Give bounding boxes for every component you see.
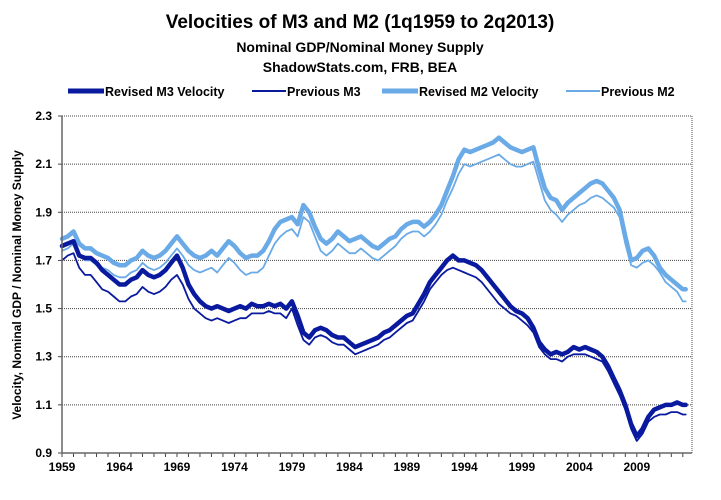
y-axis-title: Velocity, Nominal GDP / Nominal Money Su… bbox=[10, 150, 24, 420]
x-tick-label: 2009 bbox=[623, 460, 650, 474]
line-previous-m3 bbox=[61, 252, 687, 442]
chart-title: Velocities of M3 and M2 (1q1959 to 2q201… bbox=[166, 12, 555, 33]
y-tick-label: 1.5 bbox=[35, 302, 52, 316]
chart-subtitle-1: Nominal GDP/Nominal Money Supply bbox=[236, 39, 484, 55]
x-tick-label: 1994 bbox=[451, 460, 478, 474]
x-tick-label: 1999 bbox=[509, 460, 536, 474]
x-tick-label: 1969 bbox=[164, 460, 191, 474]
line-revised-m2-velocity bbox=[59, 135, 688, 292]
gridlines bbox=[62, 115, 692, 406]
y-tick-label: 0.9 bbox=[35, 446, 52, 460]
legend-label-previous-m2: Previous M2 bbox=[601, 85, 675, 99]
x-tick-label: 1964 bbox=[106, 460, 133, 474]
line-previous-m2 bbox=[61, 153, 687, 303]
chart-subtitle-2: ShadowStats.com, FRB, BEA bbox=[263, 59, 457, 75]
legend-item-revised-m3: Revised M3 Velocity bbox=[68, 85, 225, 99]
y-tick-label: 1.7 bbox=[35, 253, 52, 267]
legend-item-previous-m3: Previous M3 bbox=[252, 85, 361, 99]
x-tick-label: 1989 bbox=[394, 460, 421, 474]
legend-label-previous-m3: Previous M3 bbox=[287, 85, 361, 99]
y-axis-ticks: 0.9 1.1 1.3 1.5 1.7 1.9 2.1 2.3 bbox=[35, 109, 62, 460]
y-tick-label: 1.3 bbox=[35, 350, 52, 364]
y-tick-label: 2.1 bbox=[35, 157, 52, 171]
legend-label-revised-m3: Revised M3 Velocity bbox=[105, 85, 225, 99]
x-axis-ticks: 1959 1964 1969 1974 1979 1984 1989 1994 1999 2004… bbox=[49, 453, 684, 474]
series-lines bbox=[59, 135, 688, 442]
legend-label-revised-m2: Revised M2 Velocity bbox=[419, 85, 539, 99]
legend-item-previous-m2: Previous M2 bbox=[566, 85, 675, 99]
x-tick-label: 1984 bbox=[336, 460, 363, 474]
y-tick-label: 1.9 bbox=[35, 205, 52, 219]
legend-item-revised-m2: Revised M2 Velocity bbox=[382, 85, 539, 99]
legend: Revised M3 Velocity Previous M3 Revised … bbox=[68, 85, 675, 99]
line-revised-m3-velocity bbox=[59, 238, 688, 439]
y-tick-label: 1.1 bbox=[35, 398, 52, 412]
x-tick-label: 1979 bbox=[279, 460, 306, 474]
y-tick-label: 2.3 bbox=[35, 109, 52, 123]
x-tick-label: 1974 bbox=[221, 460, 248, 474]
x-tick-label: 2004 bbox=[566, 460, 593, 474]
x-tick-label: 1959 bbox=[49, 460, 76, 474]
